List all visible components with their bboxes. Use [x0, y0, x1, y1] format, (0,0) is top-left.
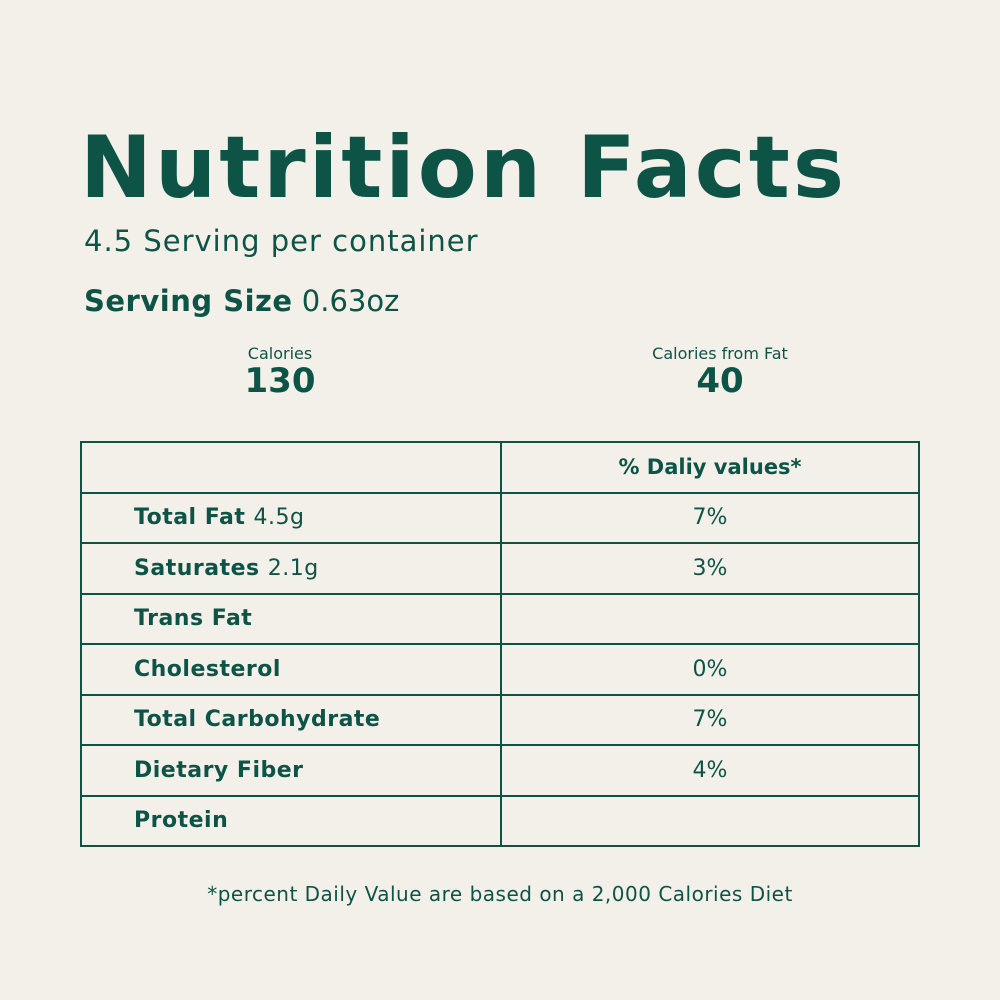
nutrient-name: Saturates — [134, 555, 260, 581]
nutrient-name-cell: Total Fat 4.5g — [80, 491, 502, 544]
table-row: Cholesterol 0% — [80, 643, 920, 696]
nutrition-table: % Daliy values* Total Fat 4.5g 7% Saturate… — [80, 441, 920, 847]
serving-size: Serving Size 0.63oz — [84, 284, 399, 318]
header-daily-value-cell: % Daliy values* — [500, 441, 920, 494]
daily-value-cell: 7% — [500, 491, 920, 544]
table-row: Protein — [80, 794, 920, 847]
calories-label: Calories — [247, 344, 313, 363]
nutrient-name-cell: Total Carbohydrate — [80, 693, 502, 746]
daily-value-cell: 7% — [500, 693, 920, 746]
calories-block: Calories 130 — [130, 344, 430, 399]
page-title: Nutrition Facts — [80, 118, 848, 218]
nutrient-name: Total Fat — [134, 505, 246, 531]
nutrient-name: Trans Fat — [134, 606, 253, 632]
nutrient-name: Protein — [134, 808, 229, 834]
servings-per-container: 4.5 Serving per container — [84, 224, 479, 258]
nutrient-name: Total Carbohydrate — [134, 707, 381, 733]
table-row: Trans Fat — [80, 592, 920, 645]
nutrient-name-cell: Dietary Fiber — [80, 744, 502, 797]
header-name-cell — [80, 441, 502, 494]
serving-size-value: 0.63oz — [301, 284, 400, 318]
calories-value: 130 — [244, 361, 316, 401]
table-row: Saturates 2.1g 3% — [80, 542, 920, 595]
nutrient-amount: 2.1g — [267, 555, 319, 581]
nutrient-name-cell: Protein — [80, 794, 502, 847]
calories-from-fat-value: 40 — [696, 361, 744, 401]
nutrient-name: Dietary Fiber — [134, 757, 304, 783]
table-row: Dietary Fiber 4% — [80, 744, 920, 797]
daily-value-cell — [500, 592, 920, 645]
daily-value-cell: 3% — [500, 542, 920, 595]
serving-size-label: Serving Size — [84, 284, 293, 318]
nutrient-name: Cholesterol — [134, 656, 281, 682]
nutrient-name-cell: Cholesterol — [80, 643, 502, 696]
nutrient-name-cell: Saturates 2.1g — [80, 542, 502, 595]
footnote: *percent Daily Value are based on a 2,00… — [207, 882, 793, 906]
calories-from-fat-label: Calories from Fat — [652, 344, 788, 363]
calories-from-fat-block: Calories from Fat 40 — [570, 344, 870, 399]
table-header-row: % Daliy values* — [80, 441, 920, 494]
table-row: Total Carbohydrate 7% — [80, 693, 920, 746]
daily-value-cell: 4% — [500, 744, 920, 797]
nutrient-name-cell: Trans Fat — [80, 592, 502, 645]
daily-value-cell — [500, 794, 920, 847]
table-row: Total Fat 4.5g 7% — [80, 491, 920, 544]
daily-value-cell: 0% — [500, 643, 920, 696]
nutrient-amount: 4.5g — [253, 505, 305, 531]
